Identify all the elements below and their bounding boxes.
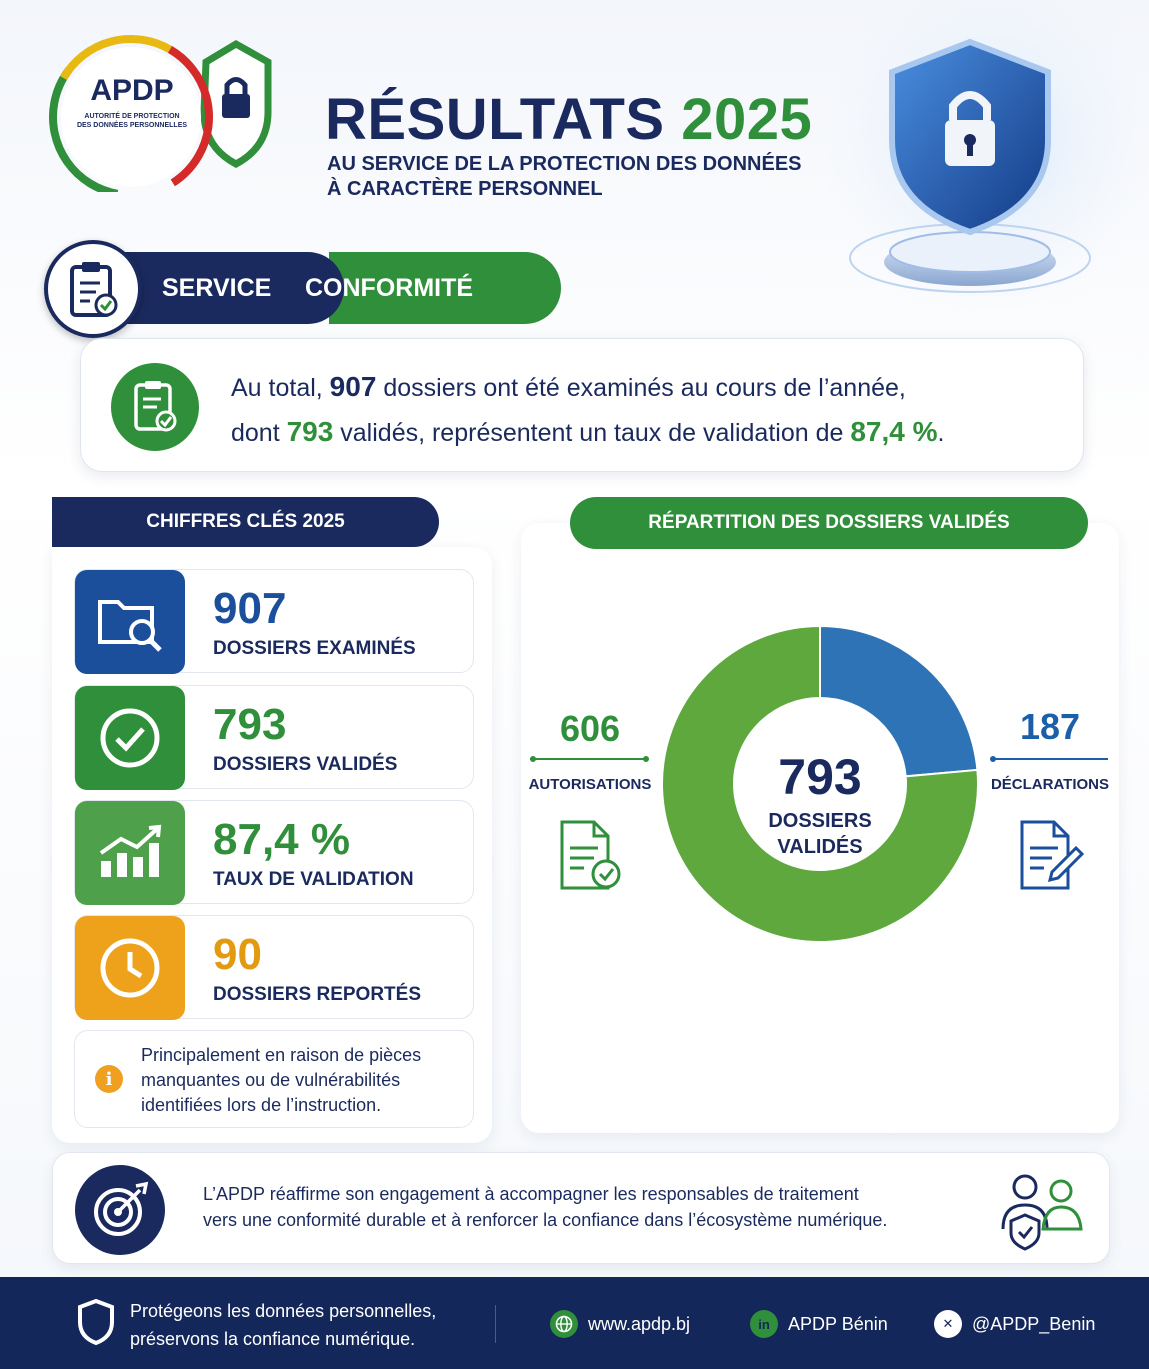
summary-part5: . (937, 419, 945, 447)
stat-card-rate: 87,4 % TAUX DE VALIDATION (74, 800, 474, 905)
shield-lock-illustration (830, 0, 1149, 320)
target-icon (75, 1165, 165, 1255)
footer-linkedin: APDP Bénin (788, 1313, 888, 1334)
users-shield-icon (997, 1171, 1089, 1256)
key-figures-panel: 907 DOSSIERS EXAMINÉS 793 DOSSIERS VALID… (52, 547, 492, 1143)
stat-card-validated: 793 DOSSIERS VALIDÉS (74, 685, 474, 790)
engagement-card: L’APDP réaffirme son engagement à accomp… (52, 1152, 1110, 1264)
key-figures-heading: CHIFFRES CLÉS 2025 (52, 497, 439, 547)
stat-label-validated: DOSSIERS VALIDÉS (213, 754, 398, 775)
growth-chart-icon (75, 801, 185, 905)
info-icon: i (95, 1065, 123, 1093)
donut-center-label: DOSSIERS VALIDÉS (720, 808, 920, 860)
note-line1: Principalement en raison de pièces (141, 1045, 422, 1065)
summary-part3: dont (231, 419, 287, 447)
shield-icon (76, 1298, 116, 1351)
check-circle-icon (75, 686, 185, 790)
document-check-icon (558, 818, 624, 899)
clipboard-icon (44, 240, 142, 338)
declarations-label: DÉCLARATIONS (990, 776, 1110, 793)
title-year: 2025 (681, 87, 813, 152)
title-main: RÉSULTATS (325, 87, 665, 152)
engagement-line1: L’APDP réaffirme son engagement à accomp… (203, 1184, 859, 1204)
summary-total: 907 (329, 371, 377, 402)
logo-acronym: APDP (90, 74, 174, 107)
folder-search-icon (75, 570, 185, 674)
footer-twitter: @APDP_Benin (972, 1313, 1096, 1334)
note-line2: manquantes ou de vulnérabilités (141, 1070, 401, 1090)
slogan-line1: Protégeons les données personnelles, (130, 1301, 437, 1321)
globe-icon (550, 1310, 578, 1338)
postponed-note: i Principalement en raison de pièces man… (74, 1030, 474, 1128)
summary-card: Au total, 907 dossiers ont été examinés … (80, 338, 1084, 472)
stat-value-examined: 907 (213, 584, 287, 633)
clipboard-check-icon (111, 363, 199, 451)
summary-part2: dossiers ont été examinés au cours de l’… (376, 374, 906, 402)
subtitle-line1: AU SERVICE DE LA PROTECTION DES DONNÉES (327, 153, 802, 175)
autorisations-callout-line (530, 756, 649, 762)
service-banner: SERVICE CONFORMITÉ (44, 240, 561, 338)
stat-label-postponed: DOSSIERS REPORTÉS (213, 984, 421, 1005)
linkedin-icon: in (750, 1310, 778, 1338)
donut-center-label-line1: DOSSIERS (768, 810, 872, 832)
document-pen-icon (1018, 818, 1085, 899)
stat-value-postponed: 90 (213, 930, 262, 979)
footer-slogan: Protégeons les données personnelles, pré… (130, 1297, 436, 1353)
summary-part4: validés, représentent un taux de validat… (333, 419, 851, 447)
donut-center-value: 793 (778, 749, 862, 805)
stat-value-validated: 793 (213, 700, 287, 749)
slogan-line2: préservons la confiance numérique. (130, 1329, 416, 1349)
footer-website-link[interactable]: www.apdp.bj (550, 1310, 690, 1338)
note-line3: identifiées lors de l’instruction. (141, 1095, 382, 1115)
engagement-line2: vers une conformité durable et à renforc… (203, 1210, 888, 1230)
subtitle-line2: À CARACTÈRE PERSONNEL (327, 178, 603, 200)
donut-slice-autorisations (661, 624, 979, 943)
stat-label-rate: TAUX DE VALIDATION (213, 869, 414, 890)
footer-website: www.apdp.bj (588, 1313, 691, 1334)
donut-hole (736, 700, 904, 868)
logo-name-line2: DES DONNÉES PERSONNELLES (76, 122, 188, 129)
summary-rate: 87,4 % (850, 416, 938, 447)
summary-part1: Au total, (231, 374, 330, 402)
footer-divider (495, 1305, 496, 1343)
autorisations-value: 606 (559, 708, 621, 749)
distribution-heading: RÉPARTITION DES DOSSIERS VALIDÉS (570, 497, 1088, 549)
service-name: CONFORMITÉ (305, 274, 474, 302)
distribution-donut-chart (661, 624, 979, 943)
service-label: SERVICE (162, 274, 272, 302)
footer-twitter-link[interactable]: ✕ @APDP_Benin (934, 1310, 1095, 1338)
logo-name-line1: AUTORITÉ DE PROTECTION (84, 113, 180, 120)
donut-slice-d-clarations (819, 624, 979, 778)
clock-icon (75, 916, 185, 1020)
service-name-pill (329, 252, 561, 324)
stat-value-rate: 87,4 % (213, 815, 350, 864)
page-subtitle: AU SERVICE DE LA PROTECTION DES DONNÉES … (327, 152, 847, 202)
summary-text: Au total, 907 dossiers ont été examinés … (231, 365, 944, 455)
stat-card-examined: 907 DOSSIERS EXAMINÉS (74, 569, 474, 674)
autorisations-label: AUTORISATIONS (528, 776, 652, 793)
stat-label-examined: DOSSIERS EXAMINÉS (213, 638, 416, 659)
declarations-value: 187 (1019, 706, 1081, 747)
donut-center-label-line2: VALIDÉS (777, 836, 863, 858)
page-title: RÉSULTATS 2025 (325, 86, 812, 153)
apdp-logo: APDP AUTORITÉ DE PROTECTION DES DONNÉES … (36, 22, 276, 199)
summary-validated: 793 (286, 416, 334, 447)
declarations-callout-line (990, 756, 1108, 762)
footer-linkedin-link[interactable]: in APDP Bénin (750, 1310, 888, 1338)
stat-card-postponed: 90 DOSSIERS REPORTÉS (74, 915, 474, 1020)
x-twitter-icon: ✕ (934, 1310, 962, 1338)
